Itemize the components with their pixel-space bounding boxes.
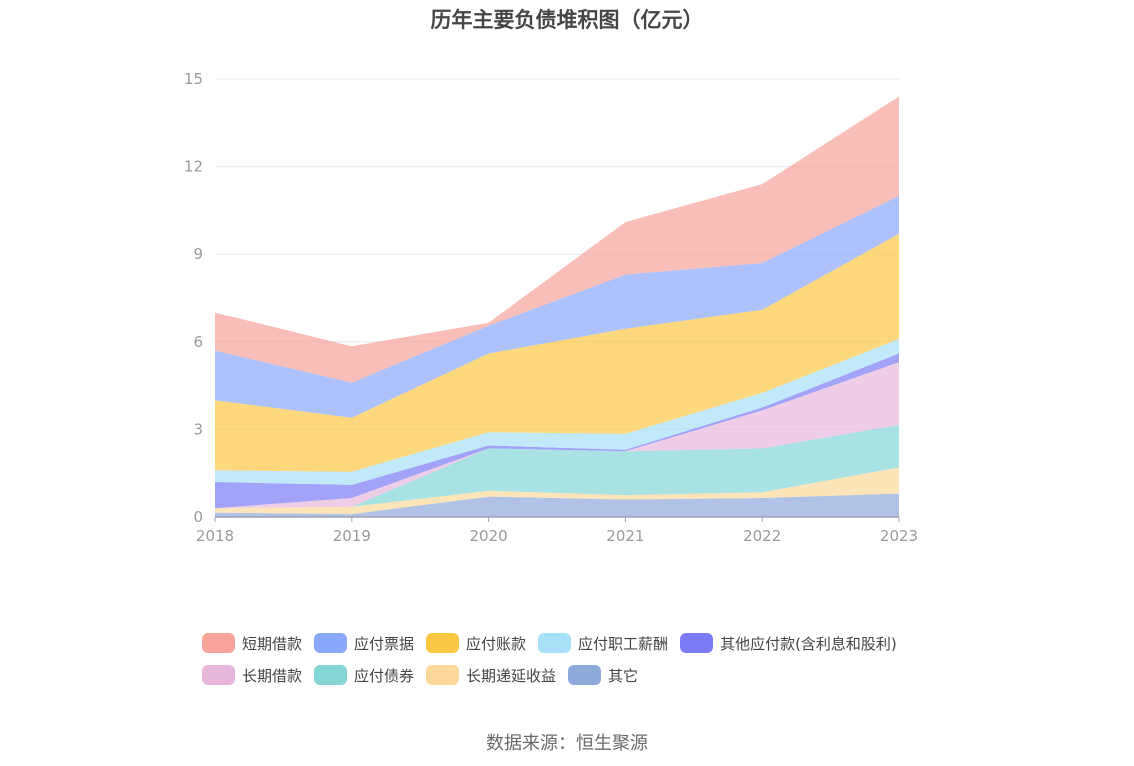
- y-tick-label: 3: [193, 420, 203, 438]
- area-series-应付账款: [215, 233, 899, 472]
- data-source: 数据来源：恒生聚源: [486, 733, 648, 754]
- y-tick-label: 6: [193, 333, 203, 351]
- legend-item[interactable]: 应付账款: [426, 633, 526, 654]
- legend-item[interactable]: 短期借款: [202, 633, 302, 654]
- legend-swatch: [680, 633, 714, 653]
- y-tick-label: 12: [184, 158, 203, 176]
- area-series-应付债券: [215, 425, 899, 509]
- legend-swatch: [314, 633, 348, 653]
- series-areas: [215, 96, 899, 517]
- chart-title: 历年主要负债堆积图（亿元）: [430, 8, 704, 32]
- legend-item[interactable]: 其它: [568, 665, 638, 686]
- legend-item[interactable]: 长期借款: [202, 665, 302, 686]
- x-tick-label: 2022: [743, 527, 781, 545]
- legend-label: 应付票据: [354, 634, 415, 653]
- legend-swatch: [538, 633, 572, 653]
- legend-label: 其它: [608, 666, 639, 685]
- legend-item[interactable]: 其他应付款(含利息和股利): [680, 633, 897, 654]
- legend-swatch: [314, 665, 348, 685]
- area-series-其它: [215, 493, 899, 517]
- area-series-长期递延收益: [215, 467, 899, 515]
- legend-swatch: [426, 633, 460, 653]
- legend-label: 其他应付款(含利息和股利): [720, 634, 897, 653]
- legend-item[interactable]: 长期递延收益: [426, 665, 556, 686]
- x-tick-label: 2023: [880, 527, 918, 545]
- legend-row: 短期借款 应付票据 应付账款 应付职工薪酬 其他应付款(含利息和股利): [202, 632, 962, 654]
- area-series-长期借款: [215, 362, 899, 509]
- x-tick-label: 2021: [606, 527, 644, 545]
- axes: 0 3 6 9 12 15 2018 2019 2020 2021 2022 2023: [184, 70, 918, 545]
- legend-label: 长期借款: [242, 666, 303, 685]
- stacked-area-chart: 0 3 6 9 12 15 2018 2019 2020 2021 2022 2023: [184, 70, 918, 545]
- legend-label: 应付账款: [466, 634, 527, 653]
- legend-label: 应付债券: [354, 666, 415, 685]
- x-tick-label: 2018: [196, 527, 234, 545]
- area-series-其他应付款(含利息和股利): [215, 353, 899, 509]
- area-series-短期借款: [215, 96, 899, 383]
- area-series-应付票据: [215, 195, 899, 418]
- y-tick-label: 15: [184, 70, 203, 88]
- x-tick-label: 2020: [470, 527, 508, 545]
- y-tick-label: 0: [193, 508, 203, 526]
- legend-label: 短期借款: [242, 634, 303, 653]
- legend-item[interactable]: 应付债券: [314, 665, 414, 686]
- y-tick-label: 9: [193, 245, 203, 263]
- legend-swatch: [202, 665, 235, 685]
- x-tick-label: 2019: [333, 527, 371, 545]
- legend-row: 长期借款 应付债券 长期递延收益 其它: [202, 664, 962, 686]
- legend-label: 长期递延收益: [466, 666, 557, 685]
- legend-swatch: [202, 633, 235, 653]
- legend-swatch: [568, 665, 602, 685]
- legend: 短期借款 应付票据 应付账款 应付职工薪酬 其他应付款(含利息和股利) 长期借款 应付债券长…: [202, 632, 962, 696]
- legend-item[interactable]: 应付票据: [314, 633, 414, 654]
- legend-label: 应付职工薪酬: [578, 634, 669, 653]
- legend-swatch: [426, 665, 460, 685]
- legend-item[interactable]: 应付职工薪酬: [538, 633, 668, 654]
